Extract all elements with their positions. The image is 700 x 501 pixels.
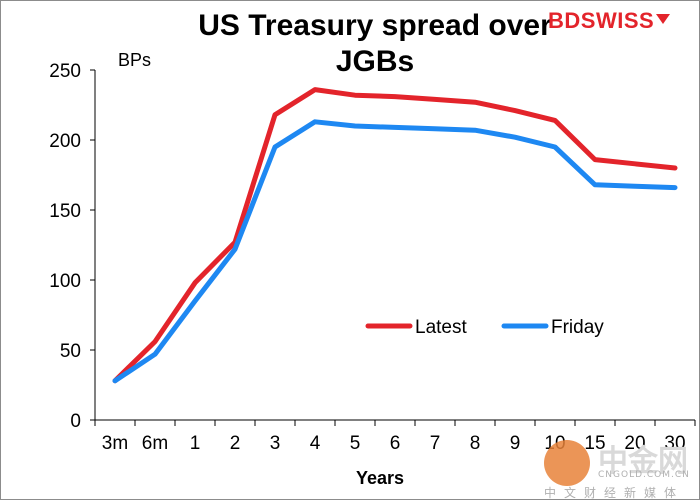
ticks: 0501001502002503m6m12345678910152030 [49,61,696,454]
y-tick-label: 150 [49,201,81,222]
watermark: 中金网 CNGOLD.COM.CN 中文财经新媒体 [540,432,700,500]
x-tick-label: 2 [230,433,241,454]
logo-mark-icon [656,14,671,24]
chart-title: US Treasury spread over JGBs [198,9,552,78]
x-tick-label: 6 [390,433,401,454]
y-tick-label: 50 [60,341,81,362]
watermark-logo-icon [544,440,590,486]
x-tick-label: 6m [142,433,168,454]
y-tick-label: 0 [70,411,81,432]
x-tick-label: 15 [584,433,605,454]
x-axis-label: Years [356,468,404,488]
x-tick-label: 8 [470,433,481,454]
legend-label-latest: Latest [415,317,467,338]
x-tick-label: 3m [102,433,128,454]
x-tick-label: 30 [664,433,685,454]
bdswiss-logo: BDSWISS [548,8,671,34]
series-line-friday [112,119,678,384]
x-tick-label: 1 [190,433,201,454]
y-tick-label: 200 [49,131,81,152]
series-layer [112,87,678,384]
x-tick-label: 20 [624,433,645,454]
axes [94,70,695,421]
x-tick-label: 4 [310,433,321,454]
x-tick-label: 9 [510,433,521,454]
legend: Latest Friday [365,317,604,338]
legend-label-friday: Friday [551,317,604,338]
series-line-latest [112,87,678,384]
y-tick-label: 250 [49,61,81,82]
x-tick-label: 5 [350,433,361,454]
x-tick-label: 7 [430,433,441,454]
y-tick-label: 100 [49,271,81,292]
y-axis-label: BPs [118,50,151,70]
x-tick-label: 3 [270,433,281,454]
